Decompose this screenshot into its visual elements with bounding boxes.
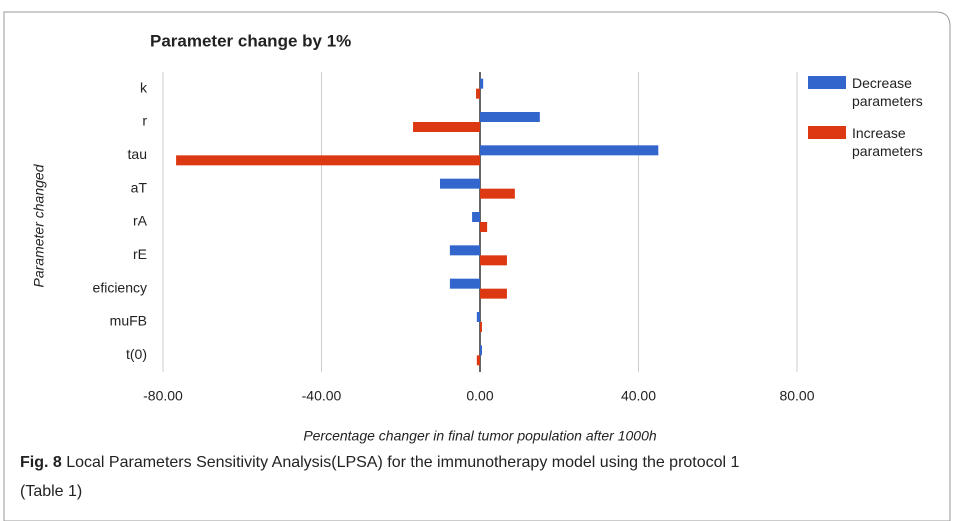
bar	[480, 112, 540, 122]
bar	[480, 288, 507, 299]
bar	[480, 255, 507, 266]
bar	[480, 78, 484, 89]
y-tick-label: eficiency	[93, 279, 147, 295]
y-tick-label: aT	[131, 179, 148, 195]
legend-swatch	[808, 76, 846, 89]
y-tick-label: r	[142, 113, 147, 129]
bar	[476, 88, 480, 99]
bar	[476, 355, 480, 366]
legend-swatch	[808, 126, 846, 139]
y-tick-label: rA	[133, 213, 148, 229]
bar	[480, 188, 515, 199]
caption: Fig. 8 Local Parameters Sensitivity Anal…	[20, 448, 780, 506]
y-tick-label: k	[140, 79, 148, 95]
x-tick-label: -80.00	[143, 388, 183, 404]
bar	[480, 222, 488, 232]
bar	[449, 278, 480, 289]
bar	[480, 145, 659, 156]
bar	[439, 178, 480, 189]
caption-label: Fig. 8	[20, 454, 62, 471]
bar	[449, 245, 480, 256]
x-tick-label: -40.00	[302, 388, 342, 404]
x-tick-label: 80.00	[779, 388, 814, 404]
bar	[413, 122, 480, 132]
chart-title: Parameter change by 1%	[150, 31, 351, 50]
bar	[480, 345, 482, 356]
bar	[472, 212, 480, 222]
y-tick-label: t(0)	[126, 346, 147, 362]
bar	[476, 312, 480, 322]
x-tick-label: 40.00	[621, 388, 656, 404]
y-tick-label: rE	[133, 246, 147, 262]
frame	[3, 11, 951, 521]
bar	[176, 155, 481, 166]
y-axis-label: Parameter changed	[31, 163, 47, 287]
bar	[480, 322, 482, 332]
x-axis-label: Percentage changer in final tumor popula…	[303, 428, 657, 444]
legend-label: Increase parameters	[852, 125, 923, 159]
caption-text: Local Parameters Sensitivity Analysis(LP…	[20, 454, 740, 500]
y-tick-label: muFB	[110, 313, 147, 329]
x-tick-label: 0.00	[466, 388, 493, 404]
legend-label: Decrease parameters	[852, 75, 923, 109]
y-tick-label: tau	[128, 146, 147, 162]
